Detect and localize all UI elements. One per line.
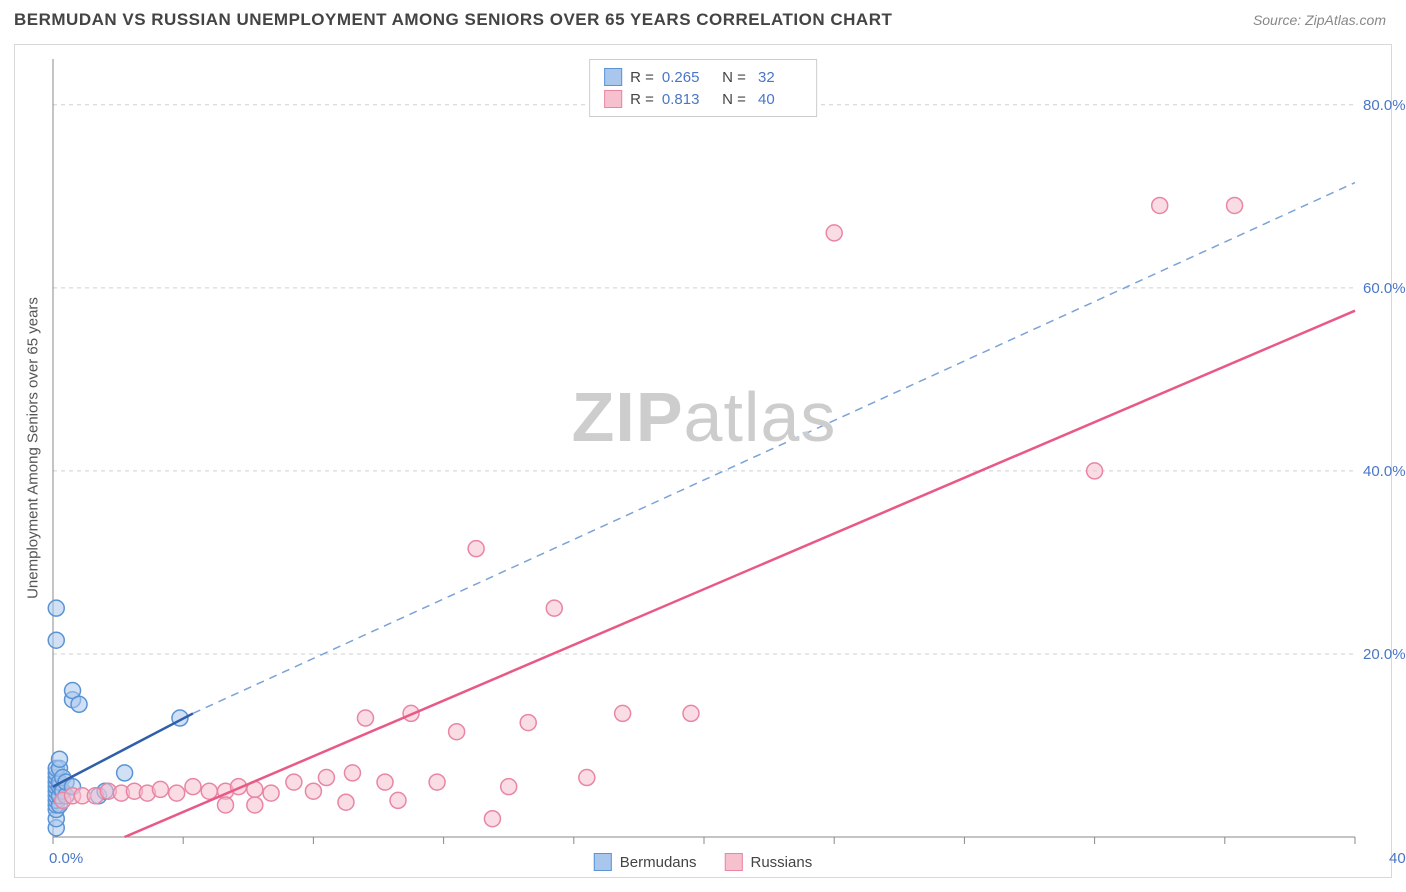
r-value: 0.265 [662, 69, 710, 86]
series-legend-item: Russians [725, 853, 813, 871]
y-tick-label: 60.0% [1363, 280, 1406, 297]
data-point [247, 797, 263, 813]
data-point [185, 779, 201, 795]
data-point [48, 600, 64, 616]
x-tick-label: 0.0% [49, 850, 83, 867]
series-legend-label: Russians [751, 854, 813, 871]
data-point [429, 774, 445, 790]
data-point [52, 751, 68, 767]
data-point [520, 715, 536, 731]
legend-swatch [594, 853, 612, 871]
data-point [377, 774, 393, 790]
correlation-legend-row: R = 0.813 N = 40 [604, 88, 802, 110]
chart-header: BERMUDAN VS RUSSIAN UNEMPLOYMENT AMONG S… [0, 0, 1406, 36]
legend-swatch [604, 68, 622, 86]
data-point [318, 770, 334, 786]
correlation-legend: R = 0.265 N = 32 R = 0.813 N = 40 [589, 59, 817, 117]
plot-area: Unemployment Among Seniors over 65 years… [53, 59, 1355, 837]
data-point [48, 632, 64, 648]
y-tick-label: 40.0% [1363, 463, 1406, 480]
trend-line-bermudans-dashed [193, 183, 1355, 714]
series-legend-item: Bermudans [594, 853, 697, 871]
data-point [468, 541, 484, 557]
y-tick-label: 20.0% [1363, 646, 1406, 663]
x-tick-label: 40.0% [1389, 850, 1406, 867]
data-point [338, 794, 354, 810]
chart-container: Unemployment Among Seniors over 65 years… [14, 44, 1392, 878]
n-value: 32 [754, 69, 802, 86]
data-point [344, 765, 360, 781]
series-legend-label: Bermudans [620, 854, 697, 871]
n-label: N = [718, 91, 746, 108]
data-point [579, 770, 595, 786]
data-point [449, 724, 465, 740]
data-point [615, 705, 631, 721]
data-point [1152, 197, 1168, 213]
correlation-legend-row: R = 0.265 N = 32 [604, 66, 802, 88]
scatter-plot-svg: 20.0%40.0%60.0%80.0%0.0%40.0% [53, 59, 1355, 837]
data-point [826, 225, 842, 241]
data-point [305, 783, 321, 799]
n-value: 40 [754, 91, 802, 108]
r-label: R = [630, 91, 654, 108]
data-point [1087, 463, 1103, 479]
r-label: R = [630, 69, 654, 86]
data-point [683, 705, 699, 721]
data-point [201, 783, 217, 799]
legend-swatch [604, 90, 622, 108]
y-axis-label: Unemployment Among Seniors over 65 years [25, 297, 42, 599]
series-legend: Bermudans Russians [594, 853, 812, 871]
data-point [169, 785, 185, 801]
y-tick-label: 80.0% [1363, 97, 1406, 114]
data-point [117, 765, 133, 781]
n-label: N = [718, 69, 746, 86]
data-point [390, 792, 406, 808]
data-point [546, 600, 562, 616]
chart-title: BERMUDAN VS RUSSIAN UNEMPLOYMENT AMONG S… [14, 10, 892, 30]
data-point [218, 797, 234, 813]
source-attribution: Source: ZipAtlas.com [1253, 12, 1386, 28]
data-point [1227, 197, 1243, 213]
data-point [263, 785, 279, 801]
data-point [357, 710, 373, 726]
r-value: 0.813 [662, 91, 710, 108]
data-point [152, 781, 168, 797]
data-point [286, 774, 302, 790]
data-point [484, 811, 500, 827]
legend-swatch [725, 853, 743, 871]
trend-line-russians [125, 311, 1355, 837]
data-point [71, 696, 87, 712]
data-point [501, 779, 517, 795]
